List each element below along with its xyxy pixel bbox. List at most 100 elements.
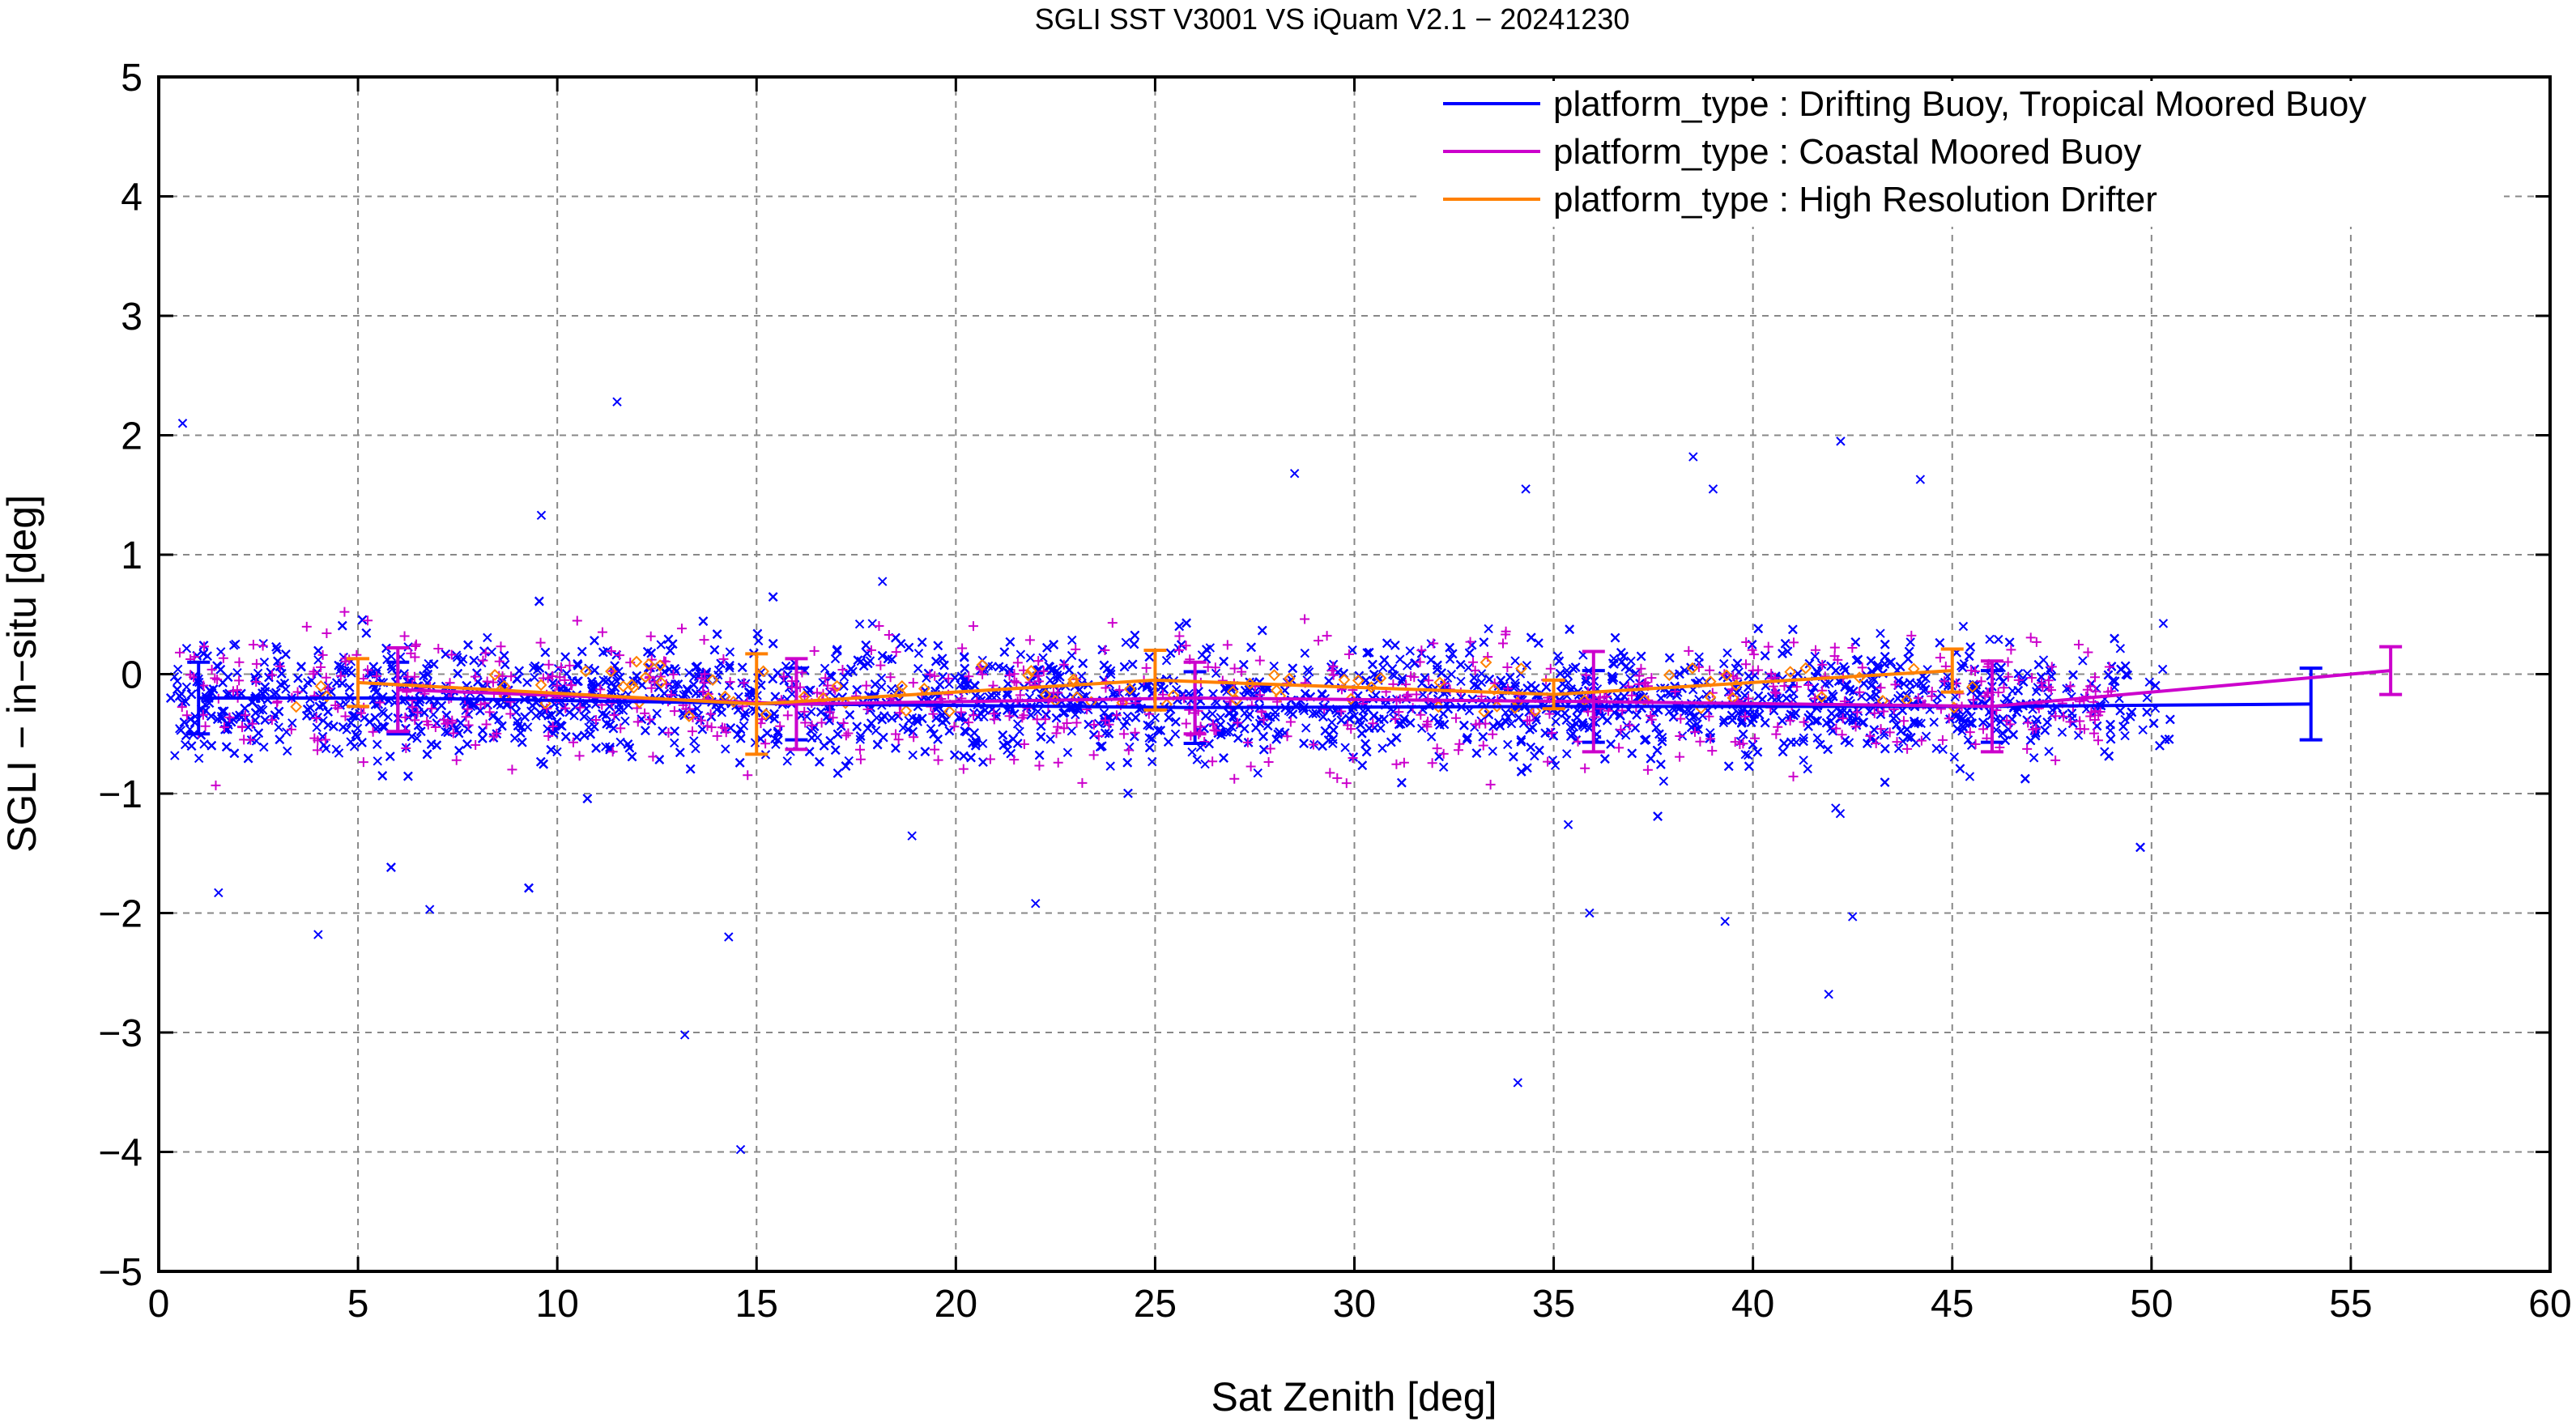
scatter-point-series-1: [2044, 747, 2054, 756]
scatter-point-series-1: [2108, 675, 2118, 686]
scatter-point-series-1: [373, 756, 382, 766]
scatter-point-series-1: [1869, 675, 1879, 685]
scatter-point-series-1: [1965, 772, 1975, 781]
scatter-point-series-1: [296, 662, 306, 671]
scatter-point-series-1: [1484, 624, 1493, 634]
scatter-point-series-1: [1150, 713, 1160, 723]
scatter-point-series-1: [2157, 664, 2168, 675]
scatter-point-series-1: [926, 724, 936, 734]
scatter-point-series-1: [1719, 658, 1729, 669]
scatter-point-series-1: [1893, 743, 1904, 754]
scatter-point-series-1: [412, 734, 422, 743]
scatter-point-series-1: [1949, 752, 1959, 762]
scatter-point-series-1: [754, 636, 764, 646]
scatter-point-series-1: [2138, 725, 2148, 735]
scatter-point-series-1: [2029, 753, 2039, 763]
scatter-point-series-1: [1403, 661, 1412, 671]
scatter-point-series-1: [331, 744, 341, 755]
scatter-point-series-1: [1565, 722, 1575, 732]
scatter-point-series-1: [552, 747, 562, 757]
scatter-point-series-1: [1143, 720, 1152, 730]
scatter-point-series-1: [1253, 768, 1262, 778]
scatter-point-series-1: [878, 577, 888, 586]
scatter-point-series-1: [522, 678, 532, 688]
scatter-point-series-1: [172, 664, 183, 675]
scatter-point-series-1: [181, 644, 192, 654]
scatter-point-series-1: [1161, 656, 1172, 666]
scatter-point-series-1: [1740, 749, 1750, 760]
scatter-point-series-1: [258, 705, 268, 715]
scatter-point-series-1: [1395, 654, 1405, 664]
scatter-point-series-1: [2144, 677, 2154, 688]
scatter-point-series-1: [691, 743, 700, 754]
scatter-point-series-1: [1876, 628, 1885, 638]
scatter-point-series-1: [483, 632, 492, 643]
scatter-point-series-1: [1994, 634, 2003, 645]
scatter-point-series-1: [2120, 730, 2130, 741]
scatter-point-series-1: [1493, 717, 1504, 728]
scatter-point-series-1: [1067, 726, 1077, 736]
scatter-point-series-1: [1015, 726, 1024, 737]
scatter-point-series-1: [1147, 756, 1157, 767]
scatter-point-series-1: [1456, 676, 1466, 687]
scatter-point-series-1: [530, 672, 539, 683]
scatter-point-series-1: [1853, 706, 1863, 717]
scatter-point-series-1: [1170, 729, 1181, 739]
scatter-point-series-1: [1743, 750, 1753, 760]
scatter-point-series-1: [172, 676, 182, 686]
scatter-point-series-1: [232, 667, 242, 678]
scatter-point-series-1: [283, 746, 292, 756]
scatter-point-series-1: [820, 663, 830, 673]
scatter-point-series-1: [1438, 762, 1449, 772]
scatter-point-series-1: [1416, 723, 1427, 734]
scatter-point-series-1: [1033, 707, 1043, 717]
scatter-point-series-1: [1701, 689, 1711, 700]
scatter-point-series-1: [2057, 727, 2067, 737]
scatter-point-series-1: [1300, 648, 1310, 658]
scatter-point-series-1: [1985, 634, 1995, 645]
scatter-point-series-1: [194, 753, 204, 764]
scatter-point-series-1: [1731, 663, 1740, 673]
scatter-point-series-1: [1389, 713, 1399, 723]
chart-title: SGLI SST V3001 VS iQuam V2.1 − 20241230: [1035, 2, 1630, 36]
scatter-point-series-1: [1207, 709, 1217, 719]
scatter-point-series-1: [1722, 648, 1732, 658]
scatter-point-series-1: [692, 704, 702, 713]
scatter-point-series-1: [185, 724, 195, 734]
scatter-point-series-1: [1308, 709, 1318, 719]
scatter-point-series-1: [721, 744, 730, 754]
scatter-point-series-1: [907, 831, 917, 841]
scatter-point-series-1: [1810, 716, 1820, 726]
scatter-point-series-1: [725, 663, 734, 673]
scatter-point-series-1: [1105, 761, 1115, 771]
scatter-point-series-1: [913, 663, 923, 674]
scatter-point-series-1: [689, 736, 699, 746]
scatter-point-series-1: [1171, 684, 1182, 695]
scatter-point-series-1: [912, 716, 922, 726]
scatter-point-series-1: [1664, 707, 1675, 717]
scatter-point-series-1: [287, 718, 297, 728]
scatter-point-series-1: [1340, 743, 1350, 752]
scatter-point-series-1: [2142, 692, 2152, 703]
scatter-point-series-1: [1810, 651, 1820, 662]
scatter-point-series-1: [373, 739, 382, 749]
scatter-point-series-1: [1119, 721, 1129, 730]
scatter-point-series-1: [922, 673, 931, 683]
scatter-point-series-1: [1581, 677, 1590, 687]
scatter-point-series-1: [855, 734, 865, 744]
scatter-point-series-1: [1799, 756, 1808, 765]
scatter-point-series-1: [181, 682, 192, 692]
scatter-point-series-1: [1121, 637, 1131, 648]
scatter-point-series-1: [1803, 764, 1812, 774]
scatter-point-series-1: [1192, 755, 1202, 764]
scatter-point-series-1: [378, 709, 389, 718]
scatter-point-series-1: [854, 619, 865, 629]
scatter-point-series-1: [199, 739, 209, 749]
scatter-point-series-1: [1510, 656, 1520, 666]
scatter-point-series-1: [684, 668, 694, 678]
scatter-point-series-1: [1898, 736, 1908, 746]
scatter-point-series-1: [1012, 719, 1023, 729]
scatter-point-series-1: [1658, 776, 1669, 786]
scatter-point-series-1: [1621, 730, 1631, 740]
